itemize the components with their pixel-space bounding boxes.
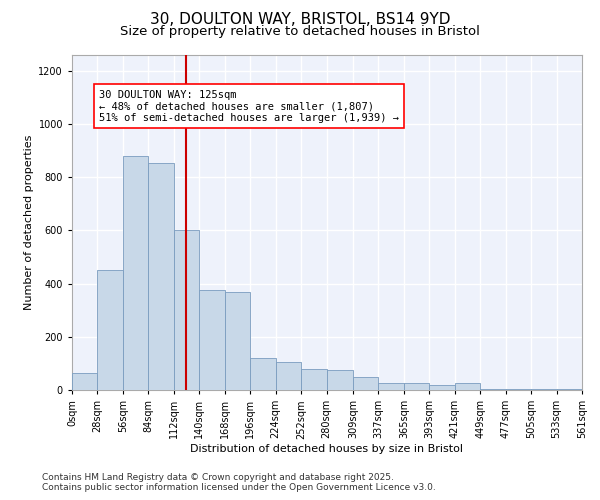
Bar	[250, 358, 275, 390]
Bar	[531, 388, 557, 390]
Bar	[174, 230, 199, 390]
Bar	[225, 292, 250, 390]
Bar	[123, 156, 148, 390]
Bar	[506, 388, 531, 390]
Bar	[97, 270, 123, 390]
Text: 30 DOULTON WAY: 125sqm
← 48% of detached houses are smaller (1,807)
51% of semi-: 30 DOULTON WAY: 125sqm ← 48% of detached…	[99, 90, 399, 123]
Bar	[199, 290, 225, 390]
Bar	[379, 382, 404, 390]
Text: Size of property relative to detached houses in Bristol: Size of property relative to detached ho…	[120, 25, 480, 38]
Bar	[301, 368, 326, 390]
Text: 30, DOULTON WAY, BRISTOL, BS14 9YD: 30, DOULTON WAY, BRISTOL, BS14 9YD	[150, 12, 450, 28]
Bar	[326, 370, 353, 390]
Bar	[353, 376, 379, 390]
Bar	[404, 382, 429, 390]
Bar	[148, 162, 174, 390]
Bar	[72, 372, 97, 390]
Text: Contains HM Land Registry data © Crown copyright and database right 2025.
Contai: Contains HM Land Registry data © Crown c…	[42, 473, 436, 492]
Bar	[455, 382, 480, 390]
Bar	[557, 389, 582, 390]
Y-axis label: Number of detached properties: Number of detached properties	[24, 135, 34, 310]
Bar	[480, 388, 506, 390]
X-axis label: Distribution of detached houses by size in Bristol: Distribution of detached houses by size …	[191, 444, 464, 454]
Bar	[429, 385, 455, 390]
Bar	[275, 362, 301, 390]
